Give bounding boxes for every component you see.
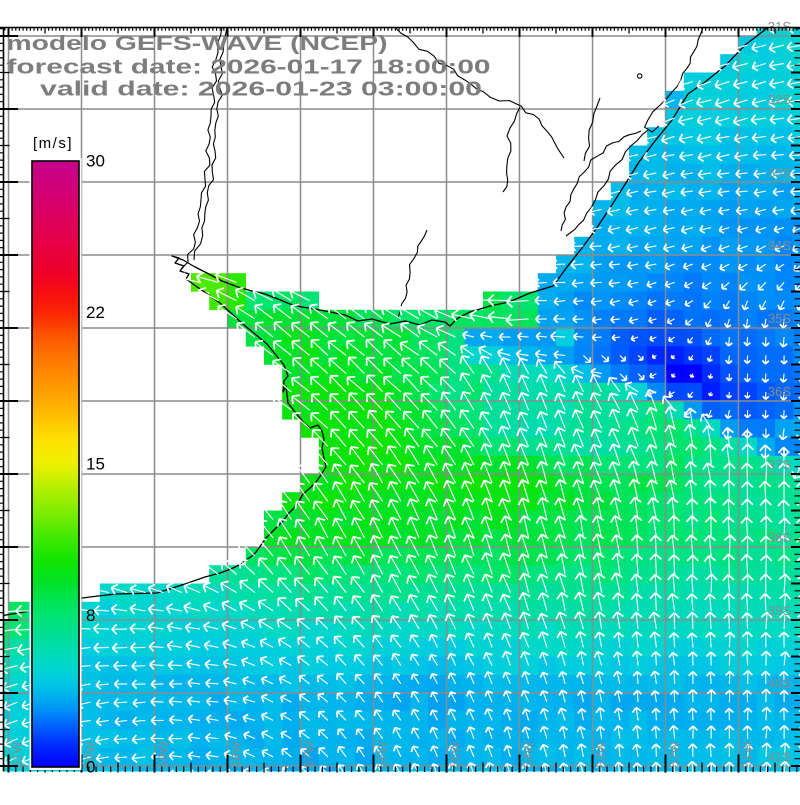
svg-text:53W: 53W (594, 741, 609, 768)
svg-text:60W: 60W (83, 741, 98, 768)
svg-text:33S: 33S (768, 165, 791, 180)
svg-text:55W: 55W (448, 741, 463, 768)
svg-text:54W: 54W (521, 741, 536, 768)
svg-text:modelo GEFS-WAVE (NCEP): modelo GEFS-WAVE (NCEP) (7, 33, 388, 55)
svg-text:[m/s]: [m/s] (33, 135, 73, 152)
svg-text:38S: 38S (768, 530, 791, 545)
svg-text:39S: 39S (768, 603, 791, 618)
svg-text:51W: 51W (740, 741, 755, 768)
svg-text:37S: 37S (768, 457, 791, 472)
svg-text:40S: 40S (768, 676, 791, 691)
svg-text:61W: 61W (10, 741, 25, 768)
svg-text:34S: 34S (768, 238, 791, 253)
svg-text:58W: 58W (229, 741, 244, 768)
svg-text:35S: 35S (768, 311, 791, 326)
svg-text:41S: 41S (768, 749, 791, 764)
svg-text:59W: 59W (156, 741, 171, 768)
svg-text:32S: 32S (768, 92, 791, 107)
svg-text:8: 8 (86, 606, 95, 625)
svg-text:22: 22 (86, 303, 105, 322)
svg-text:forecast date: 2026-01-17 18:0: forecast date: 2026-01-17 18:00:00 (7, 57, 491, 79)
svg-text:36S: 36S (768, 384, 791, 399)
svg-text:52W: 52W (667, 741, 682, 768)
svg-text:56W: 56W (375, 741, 390, 768)
svg-text:30: 30 (86, 152, 105, 171)
svg-text:31S: 31S (768, 19, 791, 34)
svg-text:57W: 57W (302, 741, 317, 768)
svg-text:15: 15 (86, 455, 105, 474)
svg-text:valid date: 2026-01-23 03:00:0: valid date: 2026-01-23 03:00:00 (40, 79, 482, 101)
svg-text:0: 0 (86, 758, 95, 777)
